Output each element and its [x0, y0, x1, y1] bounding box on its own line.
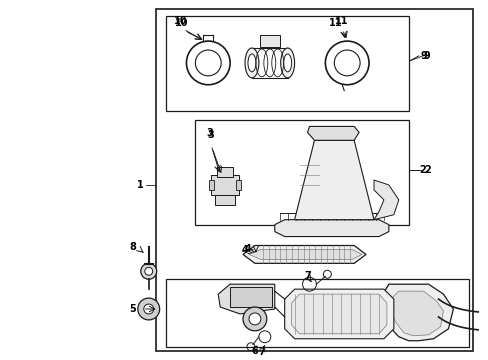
Circle shape	[144, 267, 152, 275]
Bar	[165, 279, 468, 347]
Polygon shape	[248, 249, 361, 260]
Polygon shape	[291, 294, 386, 334]
Text: 11: 11	[335, 16, 348, 26]
Text: 11: 11	[328, 18, 342, 28]
Text: 5: 5	[129, 304, 136, 314]
Polygon shape	[218, 284, 274, 314]
Text: 9: 9	[423, 51, 429, 61]
Bar	[155, 9, 472, 351]
Text: 10: 10	[173, 16, 187, 26]
Text: 10: 10	[174, 18, 188, 28]
Circle shape	[143, 304, 153, 314]
Ellipse shape	[244, 48, 258, 78]
Text: 3: 3	[206, 130, 213, 140]
Ellipse shape	[280, 48, 294, 78]
Bar	[230, 287, 271, 307]
Text: 7: 7	[258, 347, 264, 357]
Text: 4: 4	[241, 246, 247, 256]
Text: 1: 1	[137, 180, 143, 190]
Text: 6: 6	[251, 346, 258, 356]
Text: 2: 2	[418, 165, 425, 175]
Polygon shape	[390, 291, 443, 336]
Bar	[217, 167, 233, 177]
Polygon shape	[274, 220, 388, 237]
Polygon shape	[284, 289, 393, 339]
Circle shape	[138, 298, 160, 320]
Bar	[209, 180, 214, 190]
Polygon shape	[294, 140, 373, 220]
Text: 8: 8	[129, 243, 136, 252]
Polygon shape	[307, 126, 358, 140]
Bar	[215, 195, 235, 205]
Text: 4: 4	[244, 244, 251, 255]
Text: 9: 9	[419, 51, 426, 61]
Bar	[236, 180, 241, 190]
Bar	[211, 175, 239, 195]
Text: 3: 3	[205, 129, 212, 138]
Bar	[195, 121, 408, 225]
Ellipse shape	[283, 54, 291, 72]
Bar	[259, 35, 279, 47]
Text: 2: 2	[424, 165, 430, 175]
Polygon shape	[373, 180, 398, 220]
Circle shape	[248, 313, 260, 325]
Circle shape	[243, 307, 266, 331]
Ellipse shape	[247, 54, 255, 72]
Polygon shape	[380, 284, 452, 341]
Text: 7: 7	[304, 271, 310, 281]
Polygon shape	[243, 246, 366, 264]
Circle shape	[141, 264, 156, 279]
Bar	[165, 16, 408, 111]
